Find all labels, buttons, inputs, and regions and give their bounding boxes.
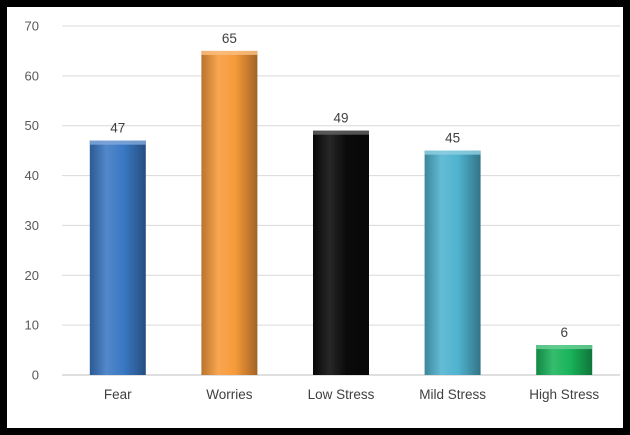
y-tick-label: 60 [25, 68, 39, 83]
x-category-label: Low Stress [308, 387, 375, 402]
bar-mild-stress [424, 150, 481, 375]
x-category-label: Mild Stress [419, 387, 486, 402]
y-tick-label: 40 [25, 168, 39, 183]
bar-top-highlight [424, 150, 481, 155]
x-category-label: Fear [104, 387, 132, 402]
y-tick-label: 20 [25, 268, 39, 283]
bar-low-stress [313, 130, 369, 375]
bar-top-highlight [536, 345, 593, 350]
x-category-label: Worries [206, 387, 253, 402]
data-label: 45 [445, 131, 460, 146]
bars [89, 50, 593, 376]
labels: 0 10 20 30 40 50 60 70 47 Fear 65 Worries 49 Low Stre… [25, 19, 600, 403]
data-label: 49 [333, 111, 348, 126]
bar-fear [89, 140, 146, 375]
bar-top-highlight [201, 50, 258, 55]
y-tick-label: 70 [25, 19, 39, 34]
y-tick-label: 10 [25, 318, 39, 333]
bar-top-highlight [89, 140, 146, 145]
data-label: 6 [560, 325, 568, 340]
data-label: 47 [110, 121, 125, 136]
bar-top-highlight [313, 130, 369, 135]
bar-worries [201, 50, 258, 376]
y-tick-label: 30 [25, 218, 39, 233]
bar-high-stress [536, 345, 593, 375]
y-tick-label: 0 [32, 368, 39, 383]
x-category-label: High Stress [529, 387, 599, 402]
gridlines [62, 25, 620, 326]
data-label: 65 [222, 31, 237, 46]
y-tick-label: 50 [25, 118, 39, 133]
